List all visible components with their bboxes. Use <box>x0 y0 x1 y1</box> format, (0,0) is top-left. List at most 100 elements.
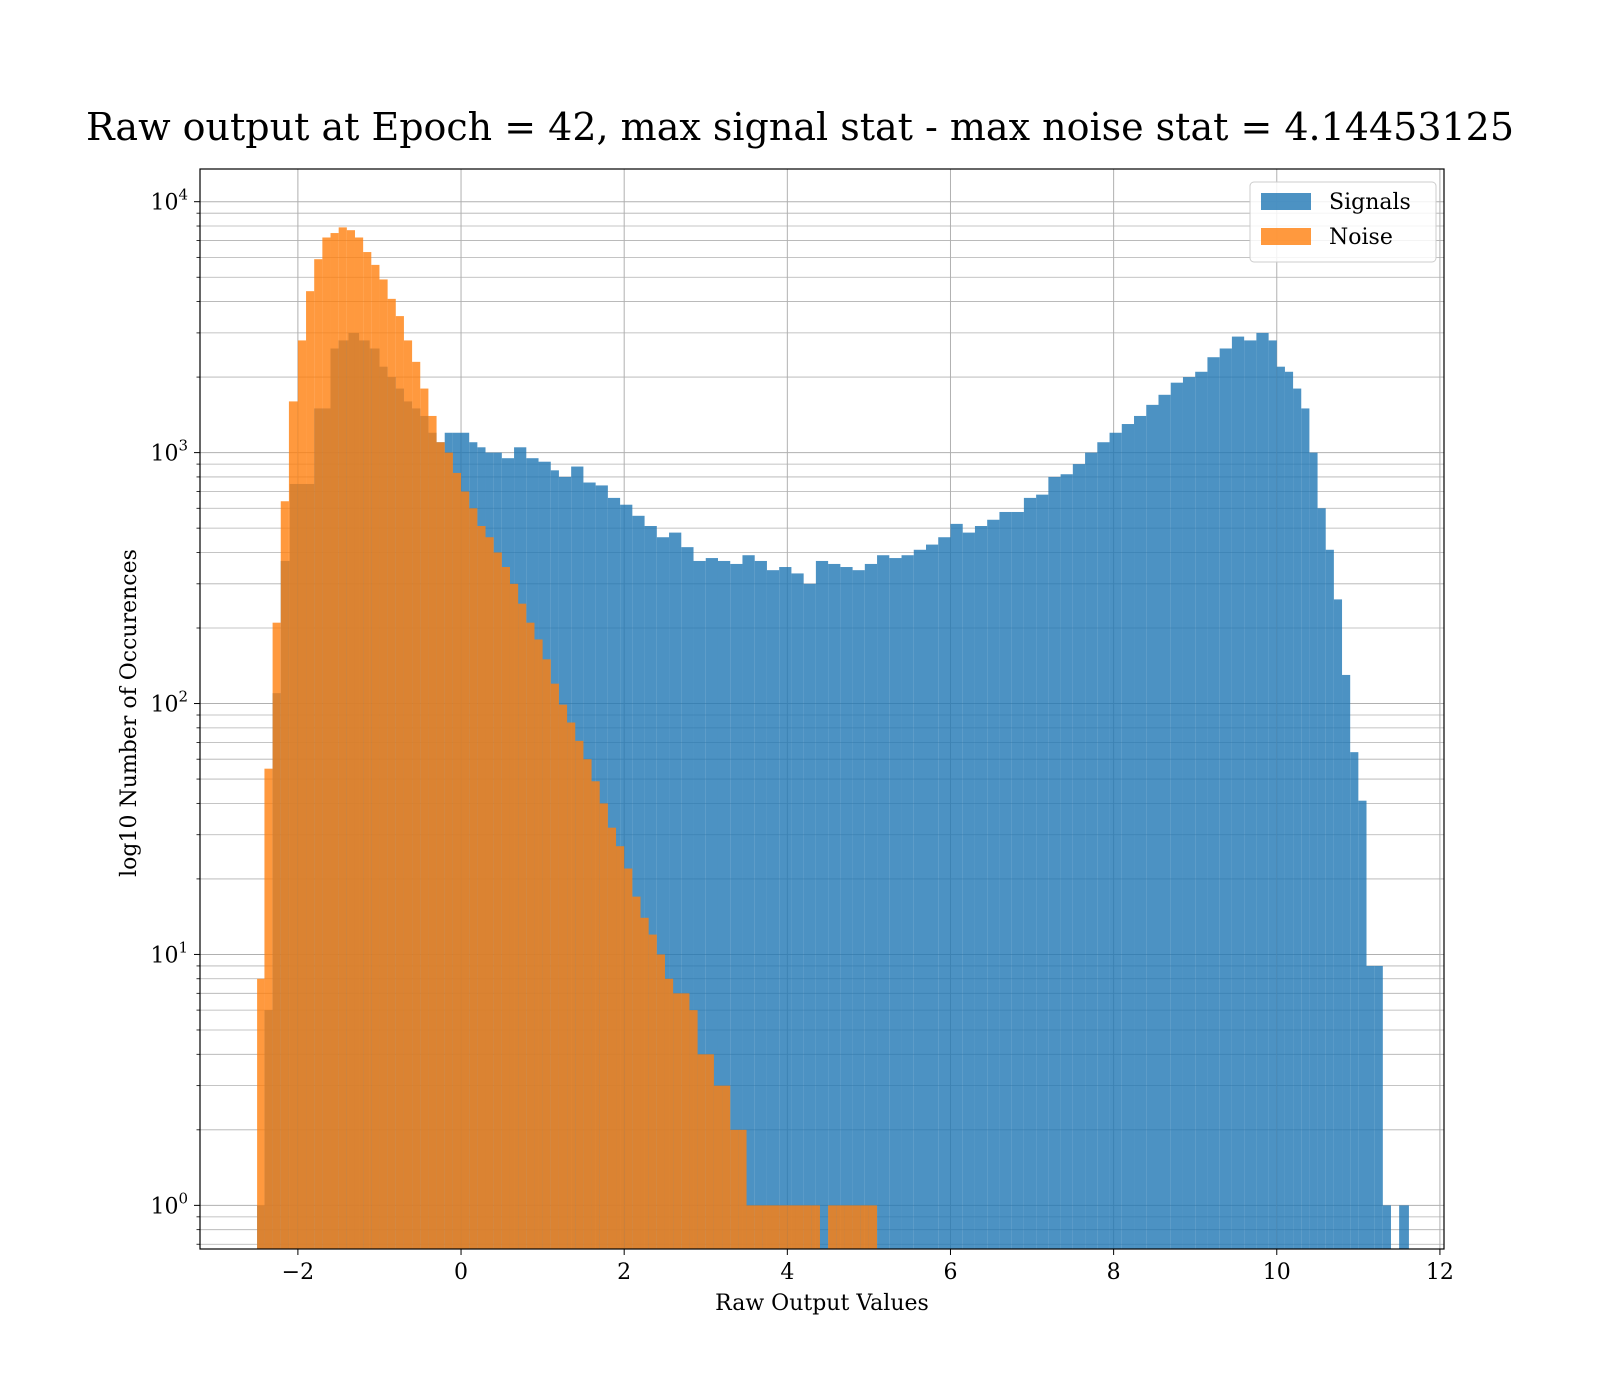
noise-bar <box>746 1205 755 1249</box>
noise-bar <box>403 340 413 1249</box>
noise-bar <box>428 415 437 1249</box>
signals-bar <box>1293 388 1302 1249</box>
x-tick-label: 2 <box>617 1260 631 1285</box>
signals-bar <box>1317 508 1326 1250</box>
signals-bar <box>803 583 816 1249</box>
noise-bar <box>518 603 527 1249</box>
signals-bar <box>791 573 804 1249</box>
noise-bar <box>599 803 608 1249</box>
x-axis-label: Raw Output Values <box>715 1291 929 1316</box>
noise-bar <box>689 1010 698 1249</box>
noise-bar <box>550 683 559 1249</box>
y-tick-label: 103 <box>150 437 188 467</box>
signals-bar <box>1256 332 1269 1249</box>
noise-bar <box>722 1085 731 1249</box>
noise-bar <box>697 1054 706 1249</box>
noise-bar <box>844 1205 853 1249</box>
signals-bar <box>926 544 939 1249</box>
noise-bar <box>779 1205 788 1249</box>
signals-bar <box>828 563 841 1249</box>
signals-bar <box>938 537 951 1249</box>
signals-bar <box>779 567 792 1249</box>
y-axis-label: log10 Number of Occurences <box>117 549 142 877</box>
noise-bar <box>346 230 355 1249</box>
legend: Signals Noise <box>1249 181 1437 263</box>
y-axis-ticks: 100 101 102 103 104 <box>150 186 200 1245</box>
y-tick-label: 100 <box>150 1189 188 1219</box>
x-tick-label: 8 <box>1107 1260 1121 1285</box>
noise-bar <box>860 1205 869 1249</box>
chart-title: Raw output at Epoch = 42, max signal sta… <box>86 105 1514 149</box>
signals-bar <box>1146 404 1159 1249</box>
series-signals <box>257 332 1409 1250</box>
legend-label-noise: Noise <box>1329 225 1393 250</box>
signals-bar <box>1342 674 1351 1249</box>
noise-bar <box>354 237 364 1250</box>
noise-bar <box>395 316 404 1250</box>
noise-bar <box>493 552 502 1249</box>
noise-bar <box>371 264 380 1249</box>
x-tick-label: 12 <box>1426 1260 1454 1285</box>
noise-bar <box>534 639 543 1249</box>
signals-bar <box>1333 599 1343 1249</box>
noise-bar <box>607 827 617 1249</box>
signals-bar <box>1374 965 1383 1249</box>
signals-bar <box>1350 752 1359 1249</box>
noise-bar <box>664 978 674 1249</box>
y-tick-label: 104 <box>150 186 188 216</box>
noise-bar <box>673 993 682 1249</box>
signals-bar <box>999 511 1012 1249</box>
signals-bar <box>852 570 865 1249</box>
noise-bar <box>754 1205 763 1249</box>
noise-bar <box>469 508 478 1250</box>
noise-bar <box>288 401 298 1249</box>
signals-bar <box>913 549 927 1249</box>
legend-swatch-signals <box>1261 193 1311 210</box>
signals-bar <box>1036 494 1049 1249</box>
signals-bar <box>1134 415 1147 1249</box>
noise-bar <box>828 1205 837 1249</box>
signals-bar <box>1231 336 1245 1249</box>
signals-bar <box>754 560 767 1249</box>
signals-bar <box>987 519 1000 1249</box>
signals-bar <box>889 558 902 1249</box>
x-tick-label: 0 <box>454 1260 468 1285</box>
x-tick-label: −2 <box>282 1260 314 1285</box>
noise-bar <box>762 1205 772 1249</box>
signals-bar <box>1219 348 1232 1249</box>
signals-bar <box>1399 1205 1409 1249</box>
series-noise <box>257 227 878 1250</box>
signals-bar <box>1366 965 1375 1249</box>
signals-bar <box>730 563 743 1249</box>
noise-bar <box>795 1205 804 1249</box>
signals-bar <box>1097 442 1110 1250</box>
noise-bar <box>477 525 486 1249</box>
noise-bar <box>461 491 470 1249</box>
noise-bar <box>836 1205 845 1249</box>
noise-bar <box>436 442 445 1250</box>
signals-bar <box>1207 357 1220 1250</box>
signals-bar <box>1358 800 1367 1249</box>
signals-bar <box>1284 371 1294 1249</box>
signals-bar <box>1268 340 1277 1249</box>
noise-bar <box>338 227 347 1250</box>
noise-bar <box>803 1205 812 1249</box>
signals-bar <box>1011 511 1024 1249</box>
noise-bar <box>280 501 289 1249</box>
noise-bar <box>852 1205 861 1249</box>
noise-bar <box>501 567 510 1249</box>
x-tick-label: 10 <box>1263 1260 1291 1285</box>
noise-bar <box>330 233 339 1249</box>
signals-bar <box>1048 476 1061 1249</box>
noise-bar <box>681 993 690 1249</box>
noise-bar <box>257 978 265 1249</box>
signals-bar <box>1325 549 1334 1249</box>
signals-bar <box>1195 371 1208 1249</box>
noise-bar <box>567 722 576 1249</box>
noise-bar <box>306 291 315 1249</box>
plot-frame <box>199 168 1445 1250</box>
noise-bar <box>314 259 323 1249</box>
noise-bar <box>811 1205 820 1249</box>
signals-bar <box>1109 432 1122 1250</box>
y-tick-label: 101 <box>150 938 188 968</box>
